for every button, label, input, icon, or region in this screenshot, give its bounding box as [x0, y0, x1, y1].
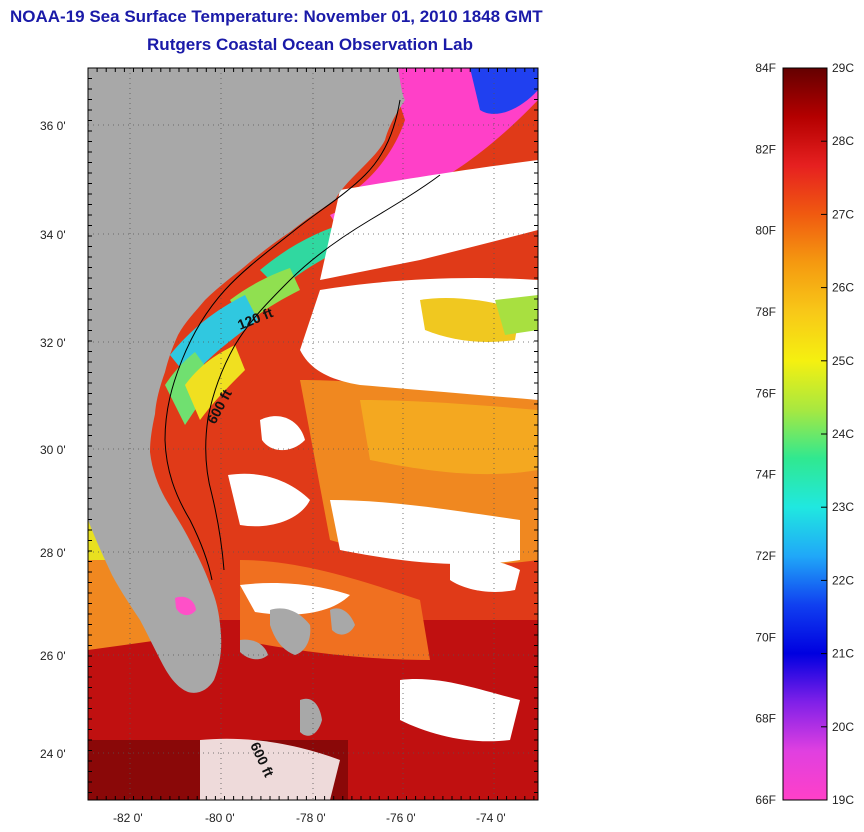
lake-okeechobee-area	[175, 596, 196, 616]
colorbar-fahrenheit-label: 68F	[755, 712, 776, 726]
colorbar-celsius-label: 27C	[832, 207, 854, 221]
land-abaco	[330, 608, 355, 635]
lon-label: -82 0'	[113, 811, 143, 825]
colorbar-celsius-label: 19C	[832, 793, 854, 807]
map-title: NOAA-19 Sea Surface Temperature: Novembe…	[10, 7, 543, 26]
cloud-bahamas-1	[240, 583, 350, 615]
colorbar-celsius-label: 25C	[832, 354, 854, 368]
colorbar-scale	[782, 67, 828, 801]
temperature-colorbar: 84F 82F 80F 78F 76F 74F 72F 70F 68F 66F 29C 28C 27C…	[755, 61, 854, 807]
bathymetry-contours	[164, 99, 441, 581]
contour-120ft	[164, 99, 401, 581]
cold-blue-north	[470, 68, 538, 114]
lon-label: -78 0'	[296, 811, 326, 825]
colorbar-fahrenheit-label: 70F	[755, 630, 776, 644]
lat-label: 36 0'	[40, 119, 66, 133]
lon-label: -76 0'	[386, 811, 416, 825]
lat-label: 30 0'	[40, 443, 66, 457]
colorbar-celsius-label: 20C	[832, 720, 854, 734]
colorbar-celsius-label: 28C	[832, 134, 854, 148]
colorbar-fahrenheit-label: 76F	[755, 386, 776, 400]
lat-label: 26 0'	[40, 649, 66, 663]
cloud-small-2	[450, 558, 520, 592]
colorbar-celsius-label: 21C	[832, 647, 854, 661]
lat-label: 34 0'	[40, 228, 66, 242]
colorbar-celsius-label: 26C	[832, 281, 854, 295]
colorbar-fahrenheit-label: 72F	[755, 549, 776, 563]
cloud-florida-1	[228, 473, 310, 527]
lat-label: 32 0'	[40, 336, 66, 350]
land-bimini	[240, 639, 268, 660]
cloud-east-1	[330, 500, 520, 565]
axis-ticks	[87, 67, 538, 800]
map-subtitle: Rutgers Coastal Ocean Observation Lab	[147, 35, 473, 54]
colorbar-fahrenheit-label: 74F	[755, 468, 776, 482]
ocean-yellow-orange	[360, 400, 538, 475]
cloud-north	[320, 160, 538, 280]
colorbar-fahrenheit-label: 66F	[755, 793, 776, 807]
longitude-axis: -82 0' -80 0' -78 0' -76 0' -74 0'	[113, 811, 506, 825]
colorbar-celsius-label: 29C	[832, 61, 854, 75]
colorbar-fahrenheit-label: 78F	[755, 305, 776, 319]
cloud-southwest	[200, 738, 340, 800]
lon-label: -74 0'	[476, 811, 506, 825]
green-patch-east	[495, 295, 538, 335]
colorbar-fahrenheit-label: 82F	[755, 142, 776, 156]
map-frame	[87, 67, 539, 801]
colorbar-celsius-label: 24C	[832, 427, 854, 441]
colorbar-celsius-label: 23C	[832, 500, 854, 514]
cloud-south-1	[400, 679, 520, 742]
contour-600ft	[205, 174, 441, 571]
cloud-small-1	[260, 416, 305, 451]
graticule	[88, 68, 538, 800]
latitude-axis: 36 0' 34 0' 32 0' 30 0' 28 0' 26 0' 24 0…	[40, 119, 66, 761]
colorbar-fahrenheit-label: 80F	[755, 224, 776, 238]
warm-patch-east	[420, 298, 520, 342]
lat-label: 24 0'	[40, 747, 66, 761]
lat-label: 28 0'	[40, 546, 66, 560]
colorbar-celsius-label: 22C	[832, 573, 854, 587]
land-us-east-coast	[88, 68, 405, 693]
land-andros-north	[270, 608, 311, 655]
coastal-yellow	[185, 345, 245, 420]
land-andros-south	[300, 698, 322, 736]
lon-label: -80 0'	[205, 811, 235, 825]
colorbar-fahrenheit-label: 84F	[755, 61, 776, 75]
